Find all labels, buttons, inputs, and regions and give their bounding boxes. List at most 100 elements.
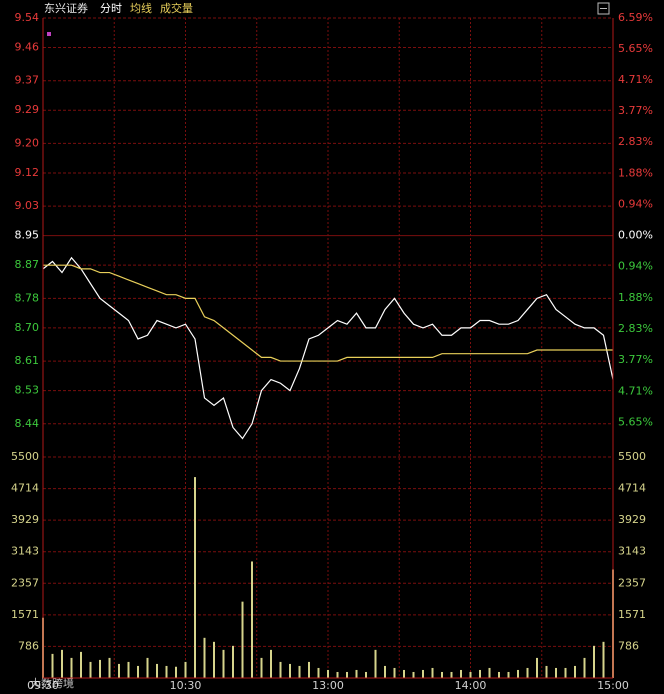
volume-bar — [555, 667, 557, 678]
y-tick-label: 5500 — [11, 450, 39, 463]
volume-bar — [498, 671, 500, 678]
y-tick-label: 8.78 — [15, 291, 40, 304]
y-tick-label: 3143 — [11, 545, 39, 558]
volume-bar — [517, 669, 519, 678]
volume-bar — [213, 641, 215, 678]
y2-tick-label: 6.59% — [618, 11, 653, 24]
y2-tick-label: 2.83% — [618, 135, 653, 148]
y-tick-label: 9.20 — [15, 136, 40, 149]
y2-tick-label: 4.71% — [618, 73, 653, 86]
volume-bar — [184, 661, 187, 678]
y-tick-label: 9.46 — [15, 41, 40, 54]
volume-bar — [593, 645, 595, 678]
volume-bar — [507, 671, 510, 678]
y2-tick-label: 0.00% — [618, 229, 653, 242]
volume-bar — [469, 671, 472, 678]
legend-entry: 均线 — [130, 1, 152, 15]
watermark: 大数跨境 — [30, 676, 74, 690]
volume-bar — [232, 645, 234, 678]
volume-bar — [99, 659, 101, 678]
x-tick-label: 10:30 — [170, 679, 202, 692]
y-tick-label: 8.95 — [15, 229, 40, 242]
volume-bar — [279, 661, 282, 678]
volume-bar — [422, 669, 424, 678]
volume-bar — [574, 665, 576, 678]
y2-tick-label: 4714 — [618, 482, 646, 495]
y-tick-label: 9.29 — [15, 103, 40, 116]
panel-icon[interactable] — [597, 2, 610, 15]
volume-bar — [460, 669, 462, 678]
volume-bar — [80, 651, 82, 678]
y2-tick-label: 5.65% — [618, 42, 653, 55]
volume-bar — [118, 663, 120, 678]
volume-bar — [251, 561, 253, 678]
y2-tick-label: 3143 — [618, 545, 646, 558]
volume-bar — [260, 657, 263, 678]
volume-bar — [384, 665, 386, 678]
volume-bar — [156, 663, 158, 678]
volume-bar — [203, 637, 206, 678]
volume-bar — [194, 477, 196, 678]
volume-bar — [137, 665, 139, 678]
y2-tick-label: 4.71% — [618, 384, 653, 397]
volume-bar — [127, 661, 130, 678]
volume-bar — [222, 649, 225, 678]
volume-bar — [403, 669, 405, 678]
volume-bar — [346, 671, 348, 678]
volume-bar — [51, 653, 54, 678]
volume-bar — [146, 657, 149, 678]
volume-bar — [536, 657, 538, 678]
volume-bar — [526, 667, 529, 678]
y-tick-label: 3929 — [11, 513, 39, 526]
volume-bar — [289, 663, 291, 678]
volume-bar — [545, 665, 548, 678]
volume-bar — [488, 667, 491, 678]
volume-bar — [89, 661, 92, 678]
y-tick-label: 9.12 — [15, 166, 40, 179]
x-tick-label: 13:00 — [312, 679, 344, 692]
x-tick-label: 15:00 — [597, 679, 629, 692]
y2-tick-label: 5.65% — [618, 415, 653, 428]
y2-tick-label: 1.88% — [618, 167, 653, 180]
volume-bar — [61, 649, 63, 678]
volume-bar — [327, 669, 329, 678]
y2-tick-label: 3.77% — [618, 104, 653, 117]
price-line — [42, 256, 614, 440]
volume-bar — [602, 641, 605, 678]
volume-bar — [108, 657, 111, 678]
legend-entry: 分时 — [100, 2, 122, 15]
volume-bar — [479, 669, 481, 678]
y2-tick-label: 2357 — [618, 576, 646, 589]
y-tick-label: 8.53 — [15, 384, 40, 397]
volume-bar — [365, 671, 367, 678]
volume-bar — [374, 649, 377, 678]
volume-bar — [317, 667, 320, 678]
volume-bar — [431, 667, 434, 678]
y-tick-label: 9.37 — [15, 74, 40, 87]
y2-tick-label: 5500 — [618, 450, 646, 463]
y2-tick-label: 3929 — [618, 513, 646, 526]
volume-bar — [393, 667, 396, 678]
volume-bar — [308, 661, 310, 678]
y2-tick-label: 3.77% — [618, 353, 653, 366]
volume-bar — [241, 601, 244, 678]
y-tick-label: 8.87 — [15, 258, 40, 271]
volume-bar — [583, 657, 586, 678]
x-tick-label: 14:00 — [455, 679, 487, 692]
y2-tick-label: 1.88% — [618, 291, 653, 304]
y-tick-label: 8.61 — [15, 354, 40, 367]
y-tick-label: 786 — [18, 639, 39, 652]
chart-title: 东兴证券 — [44, 1, 88, 15]
volume-bar — [564, 667, 567, 678]
volume-bar — [355, 669, 358, 678]
volume-bar — [441, 671, 443, 678]
y2-tick-label: 2.83% — [618, 322, 653, 335]
price-line — [43, 264, 613, 362]
y-tick-label: 2357 — [11, 576, 39, 589]
y-tick-label: 8.44 — [15, 417, 40, 430]
y2-tick-label: 786 — [618, 639, 639, 652]
y-tick-label: 1571 — [11, 608, 39, 621]
y-tick-label: 9.03 — [15, 199, 40, 212]
